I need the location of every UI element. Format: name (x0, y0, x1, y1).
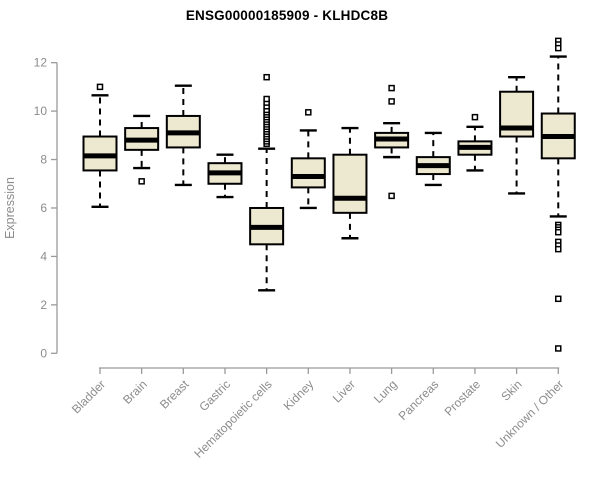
outlier-point (555, 228, 562, 236)
outlier-point (555, 345, 562, 352)
outlier-point (555, 245, 562, 253)
outlier-point (263, 73, 270, 81)
x-tick-label: Hematopoietic cells (191, 377, 274, 460)
y-tick-label: 6 (40, 201, 47, 215)
x-tick-label: Brain (120, 377, 150, 407)
box-iqr (332, 153, 368, 214)
outlier-point (388, 192, 395, 200)
x-tick-label: Liver (330, 377, 358, 405)
chart-title: ENSG00000185909 - KLHDC8B (185, 8, 389, 23)
y-tick-label: 2 (40, 298, 47, 312)
x-tick-label: Bladder (69, 377, 108, 416)
y-tick-label: 8 (40, 153, 47, 167)
y-tick-label: 12 (34, 56, 48, 70)
outlier-point (138, 178, 145, 185)
outlier-point (555, 44, 562, 52)
x-tick-label: Pancreas (396, 377, 442, 423)
outlier-point (388, 98, 395, 105)
outlier-point (471, 113, 479, 121)
outlier-point (388, 84, 395, 92)
y-tick-label: 0 (40, 346, 47, 360)
box-iqr (290, 157, 326, 189)
outlier-point (263, 95, 270, 103)
y-tick-label: 4 (40, 249, 47, 263)
x-tick-label: Breast (157, 377, 192, 412)
x-tick-label: Kidney (281, 377, 317, 413)
outlier-point (555, 295, 562, 303)
x-tick-label: Lung (371, 377, 400, 406)
x-tick-label: Prostate (442, 377, 484, 419)
y-axis-title: Expression (3, 177, 17, 239)
outlier-point (96, 83, 104, 91)
outlier-point (305, 109, 312, 116)
x-tick-label: Gastric (196, 377, 233, 414)
y-tick-label: 10 (34, 104, 48, 118)
x-tick-label: Skin (498, 377, 524, 403)
